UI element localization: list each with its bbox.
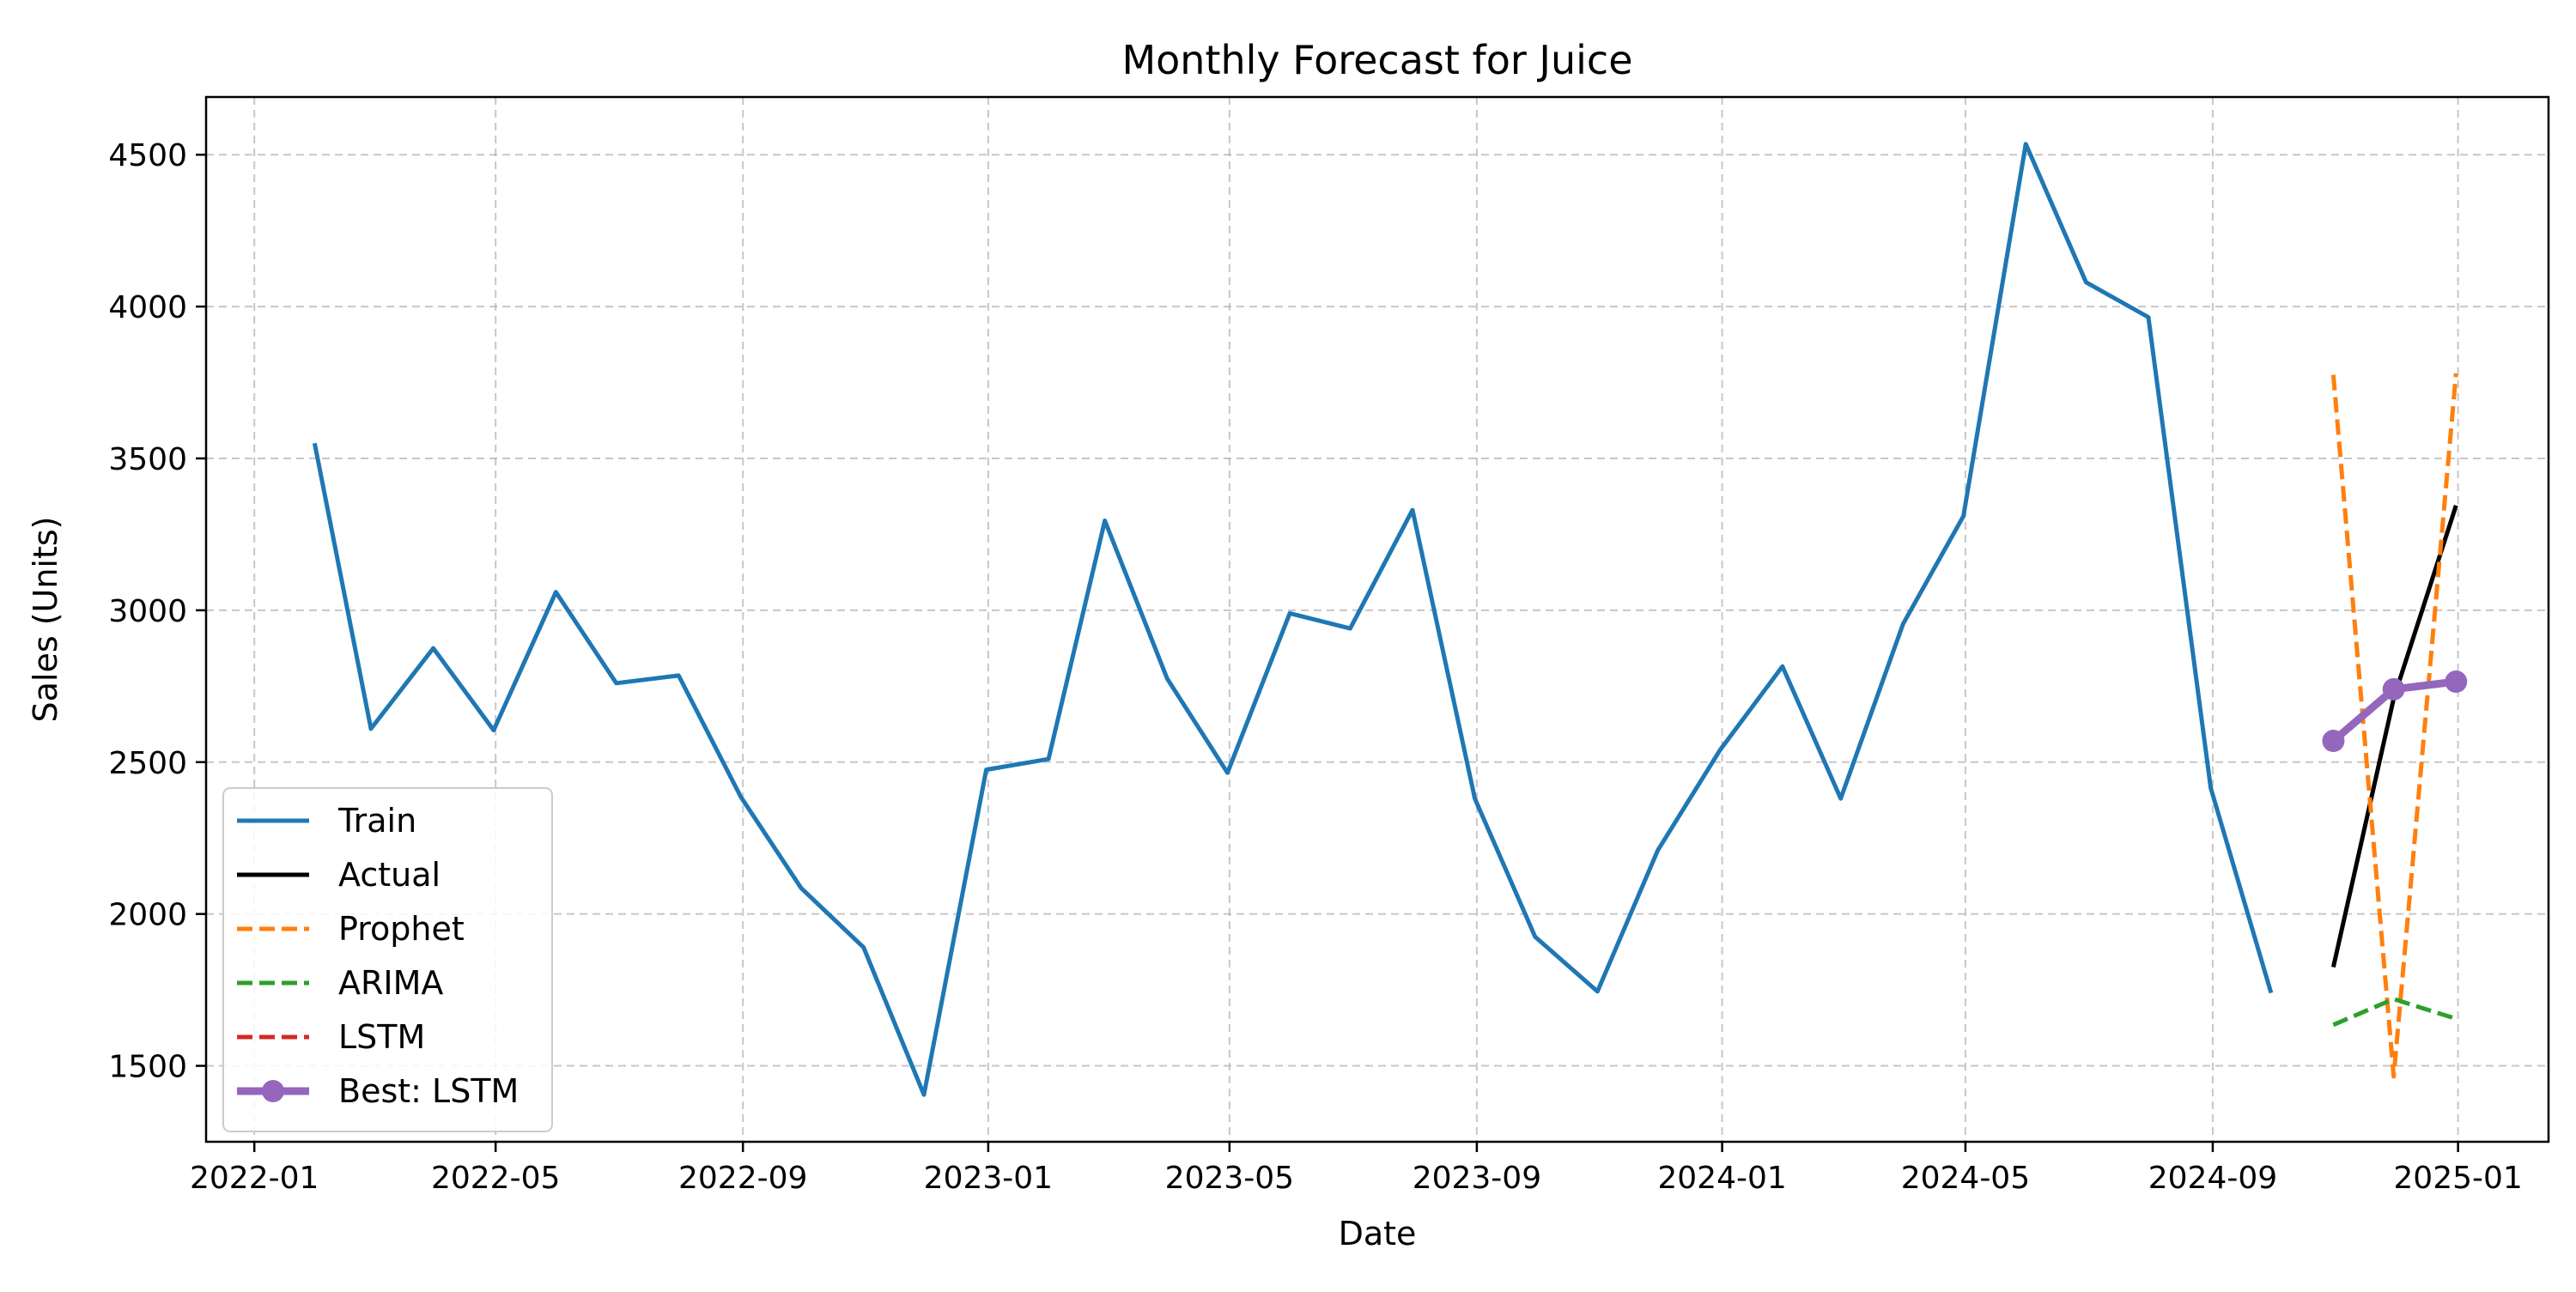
- series-line-prophet: [2330, 373, 2458, 1079]
- series-line-train: [312, 142, 2274, 1097]
- legend-label: LSTM: [338, 1018, 425, 1056]
- series-point-best-lstm: [2322, 730, 2345, 753]
- legend: Train Actual Prophet ARIMA LSTM Best: LSTM: [222, 787, 553, 1132]
- y-tick-label: 3000: [108, 594, 187, 629]
- y-tick-label: 2000: [108, 898, 187, 933]
- legend-label: Prophet: [338, 910, 465, 948]
- x-tick-label: 2022-01: [190, 1161, 319, 1196]
- y-axis-label: Sales (Units): [27, 516, 64, 722]
- y-tick-label: 4000: [108, 290, 187, 325]
- legend-label: Best: LSTM: [338, 1072, 519, 1110]
- legend-label: ARIMA: [338, 964, 443, 1002]
- chart-title: Monthly Forecast for Juice: [1121, 37, 1632, 83]
- x-tick-label: 2023-09: [1413, 1161, 1541, 1196]
- x-tick-label: 2022-05: [431, 1161, 560, 1196]
- series-line-arima: [2332, 997, 2458, 1028]
- legend-label: Train: [337, 802, 416, 840]
- x-tick-label: 2023-05: [1165, 1161, 1294, 1196]
- x-tick-label: 2024-05: [1901, 1161, 2030, 1196]
- plot-frame: [204, 95, 2550, 1143]
- x-tick-label: 2024-09: [2148, 1161, 2277, 1196]
- x-axis-label: Date: [1339, 1215, 1417, 1253]
- x-tick-label: 2025-01: [2393, 1161, 2522, 1196]
- y-tick-label: 3500: [108, 442, 187, 477]
- x-tick-label: 2023-01: [924, 1161, 1053, 1196]
- series-layer: [312, 142, 2468, 1097]
- legend-label: Actual: [338, 856, 440, 894]
- y-tick-label: 2500: [108, 746, 187, 781]
- y-tick-label: 4500: [108, 138, 187, 173]
- axis-ticks: 2022-01 2022-05 2022-09 2023-01 2023-05 2023-…: [108, 138, 2522, 1196]
- x-tick-label: 2022-09: [678, 1161, 807, 1196]
- x-tick-label: 2024-01: [1657, 1161, 1786, 1196]
- y-tick-label: 1500: [108, 1050, 187, 1085]
- grid: [206, 97, 2549, 1142]
- series-point-best-lstm: [2382, 677, 2405, 701]
- series-point-best-lstm: [2445, 670, 2468, 694]
- legend-marker-best-lstm: [262, 1080, 284, 1102]
